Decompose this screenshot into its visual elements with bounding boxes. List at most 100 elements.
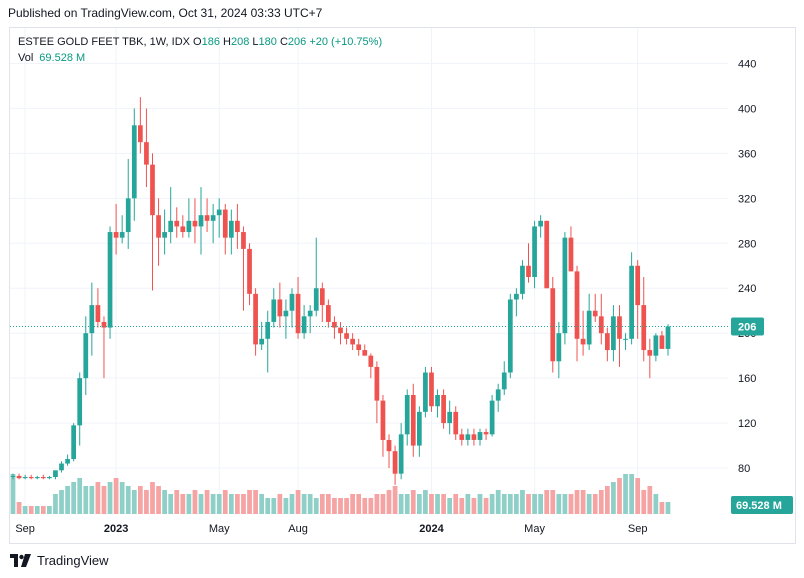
volume-bar (659, 502, 665, 514)
candle-body (416, 411, 422, 446)
candle (83, 316, 89, 395)
candle-body (319, 288, 325, 306)
candle-body (495, 389, 501, 401)
candle-body (95, 305, 101, 322)
candle (186, 198, 192, 238)
candle (53, 470, 58, 480)
candle-body (10, 475, 16, 477)
candle-body (526, 265, 531, 277)
candle-body (647, 350, 653, 356)
volume-bar (550, 490, 556, 514)
candle-body (156, 215, 161, 238)
volume-bar (144, 490, 149, 514)
candle-body (489, 400, 495, 435)
candle (259, 321, 265, 351)
x-tick-label: May (524, 523, 545, 535)
candle-body (241, 232, 246, 249)
candle (574, 265, 580, 362)
candle-body (404, 395, 410, 435)
candle (89, 282, 95, 356)
candle-body (447, 411, 453, 424)
candle-body (592, 310, 598, 317)
candle-body (174, 220, 180, 227)
candle-body (410, 395, 416, 446)
candle (222, 203, 228, 255)
candle-body (222, 209, 228, 238)
volume-bar (380, 494, 386, 514)
volume-bar (131, 490, 137, 514)
candle-body (659, 335, 665, 349)
candle (289, 288, 295, 328)
candle-body (471, 434, 477, 440)
y-tick-label: 160 (738, 373, 756, 385)
volume-bar (580, 490, 586, 514)
candle (532, 220, 537, 289)
candle-body (350, 338, 355, 345)
change-value: +20 (+10.75%) (309, 36, 383, 48)
candle (641, 277, 647, 362)
volume-bar (313, 498, 319, 514)
candle-body (89, 305, 95, 334)
y-tick-label: 360 (738, 148, 756, 160)
candle-body (483, 432, 489, 435)
candle-body (392, 451, 398, 474)
candle (156, 198, 161, 266)
candle (313, 237, 319, 317)
candle-body (465, 434, 471, 440)
candle (635, 260, 641, 339)
last-price-label: 206 (738, 321, 756, 333)
candle-body (623, 338, 628, 340)
chart-frame (9, 27, 796, 544)
volume-legend: Vol 69.528 M (18, 52, 85, 64)
volume-bar (568, 494, 574, 514)
last-price-badge (731, 317, 764, 336)
volume-bar (562, 494, 568, 514)
candle-body (259, 338, 265, 345)
volume-bar (617, 478, 622, 514)
candle (538, 215, 544, 238)
candle (253, 288, 258, 356)
volume-bar (289, 494, 295, 514)
candle-body (368, 355, 374, 367)
candle-body (580, 338, 586, 345)
candle (47, 475, 52, 480)
candle-body (386, 439, 392, 452)
candle (247, 243, 252, 306)
candle (398, 423, 404, 480)
candle (659, 330, 665, 349)
y-tick-label: 240 (738, 283, 756, 295)
volume-bar (283, 498, 289, 514)
candle (350, 333, 355, 351)
volume-bar (598, 490, 604, 514)
volume-bar (137, 486, 143, 514)
candle (338, 321, 343, 345)
volume-label: Vol (18, 52, 34, 64)
volume-bar (416, 494, 422, 514)
volume-bar (465, 494, 471, 514)
candle-body (301, 316, 307, 334)
volume-bar (532, 494, 537, 514)
candle-body (65, 459, 70, 464)
candle-body (192, 220, 198, 227)
candle-body (150, 164, 155, 216)
volume-bar (83, 486, 89, 514)
volume-bar (404, 494, 410, 514)
candle-body (198, 215, 204, 227)
candle-body (423, 372, 428, 412)
candle-body (520, 265, 525, 294)
tradingview-footer[interactable]: TradingView (10, 553, 109, 568)
candle-body (277, 299, 283, 317)
candle (168, 187, 174, 244)
candle (307, 305, 313, 334)
volume-bar (265, 498, 271, 514)
volume-bar (180, 494, 186, 514)
volume-bar (28, 506, 34, 514)
candle-body (77, 378, 83, 426)
candle (283, 299, 289, 339)
candle (326, 299, 331, 328)
volume-bar (495, 490, 501, 514)
candle (71, 423, 77, 462)
candle (40, 474, 46, 480)
volume-bar (89, 486, 95, 514)
